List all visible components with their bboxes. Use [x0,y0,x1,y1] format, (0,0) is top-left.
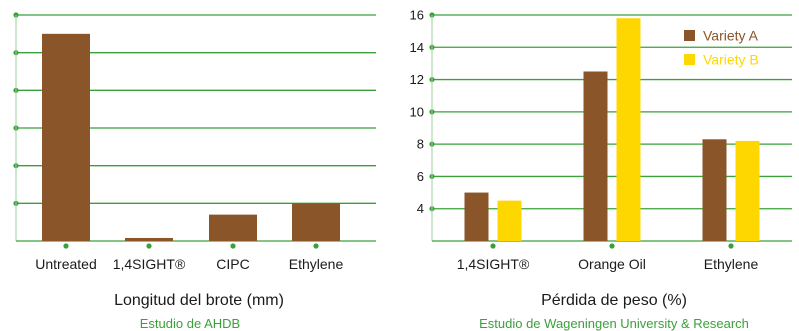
x-tick-label: Untreated [35,256,96,272]
x-tick-dot [490,243,496,249]
bar-1-4sight-variety-a [464,192,489,241]
y-tick-label: 16 [410,8,424,23]
legend-swatch-variety-b [684,54,695,65]
bar-1-4sight [125,237,173,241]
y-tick-label: 4 [417,201,424,216]
y-tick-label: 14 [410,40,424,55]
y-tick-label: 8 [417,137,424,152]
chart-title: Longitud del brote (mm) [114,292,284,309]
legend-label-variety-a: Variety A [703,28,759,44]
x-tick-label: Ethylene [289,256,344,272]
x-tick-label: 1,4SIGHT® [457,256,530,272]
x-tick-label: Orange Oil [578,256,646,272]
bar-1-4sight-variety-b [497,200,522,241]
x-tick-dot [146,243,152,249]
y-tick-label: 10 [410,104,424,119]
bar-ethylene-variety-a [702,139,727,241]
x-tick-dot [63,243,69,249]
x-tick-label: Ethylene [704,256,759,272]
legend-swatch-variety-a [684,30,695,41]
bar-orange-oil-variety-b [616,18,641,241]
chart-subtitle: Estudio de AHDB [140,316,240,331]
y-tick-dot [429,12,435,18]
bar-untreated [42,33,90,242]
y-tick-label: 6 [417,169,424,184]
x-tick-dot [230,243,236,249]
chart-title: Pérdida de peso (%) [541,292,687,309]
bar-cipc [209,214,257,241]
x-tick-dot [728,243,734,249]
bar-ethylene-variety-b [735,140,760,241]
y-tick-dot [13,12,19,18]
bar-ethylene [292,203,340,241]
x-tick-label: CIPC [216,256,249,272]
x-tick-label: 1,4SIGHT® [113,256,186,272]
legend-label-variety-b: Variety B [703,52,759,68]
x-tick-dot [313,243,319,249]
x-tick-dot [609,243,615,249]
bar-orange-oil-variety-a [583,71,608,241]
chart-subtitle: Estudio de Wageningen University & Resea… [479,316,749,331]
sprout-length-chart: Untreated 1,4SIGHT® CIPC Ethylene Longitud d… [13,12,376,331]
weight-loss-chart: 4 6 8 10 12 14 16 1,4SIGHT® Orange Oil Ethylene Va… [410,8,792,331]
y-tick-label: 12 [410,72,424,87]
